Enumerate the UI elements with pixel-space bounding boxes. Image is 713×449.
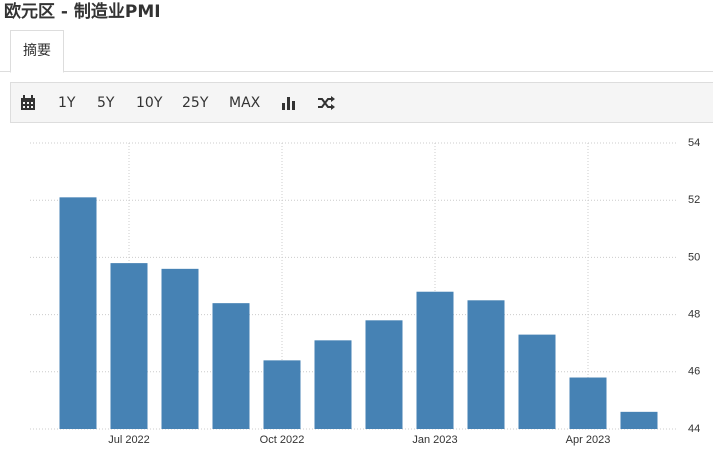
bar [314, 340, 352, 429]
bar [416, 291, 454, 429]
tab-divider [0, 71, 713, 72]
x-tick-label: Apr 2023 [566, 434, 611, 446]
bar [263, 360, 301, 429]
range-button[interactable]: MAX [229, 95, 261, 111]
bar [161, 268, 199, 429]
bar [569, 377, 607, 429]
x-tick-label: Jul 2022 [108, 434, 150, 446]
bar [59, 197, 97, 429]
calendar-icon[interactable] [20, 95, 36, 111]
y-tick-label: 52 [688, 194, 700, 206]
toolbar: 1Y 5Y 10Y 25Y MAX [10, 82, 713, 123]
bar-chart-icon[interactable] [281, 95, 297, 111]
shuffle-icon[interactable] [317, 95, 335, 111]
range-button[interactable]: 1Y [58, 95, 76, 111]
x-tick-label: Jan 2023 [412, 434, 457, 446]
bar [212, 303, 250, 429]
range-button[interactable]: 25Y [182, 95, 209, 111]
y-tick-label: 44 [688, 423, 700, 435]
bar [365, 320, 403, 429]
y-tick-label: 54 [688, 137, 700, 149]
bar [620, 411, 658, 429]
y-tick-label: 48 [688, 309, 700, 321]
tab[interactable]: 摘要 [10, 30, 64, 73]
bar [518, 334, 556, 429]
chart: 44 46 48 50 52 54 Jul 2022 Oct 2022 Jan 2023 Apr … [30, 137, 700, 446]
y-tick-label: 46 [688, 366, 700, 378]
page-title: 欧元区 - 制造业PMI [4, 2, 161, 22]
bar [110, 263, 148, 429]
range-button[interactable]: 10Y [136, 95, 163, 111]
y-tick-label: 50 [688, 251, 700, 263]
range-button[interactable]: 5Y [97, 95, 115, 111]
x-tick-label: Oct 2022 [260, 434, 305, 446]
bar [467, 300, 505, 429]
